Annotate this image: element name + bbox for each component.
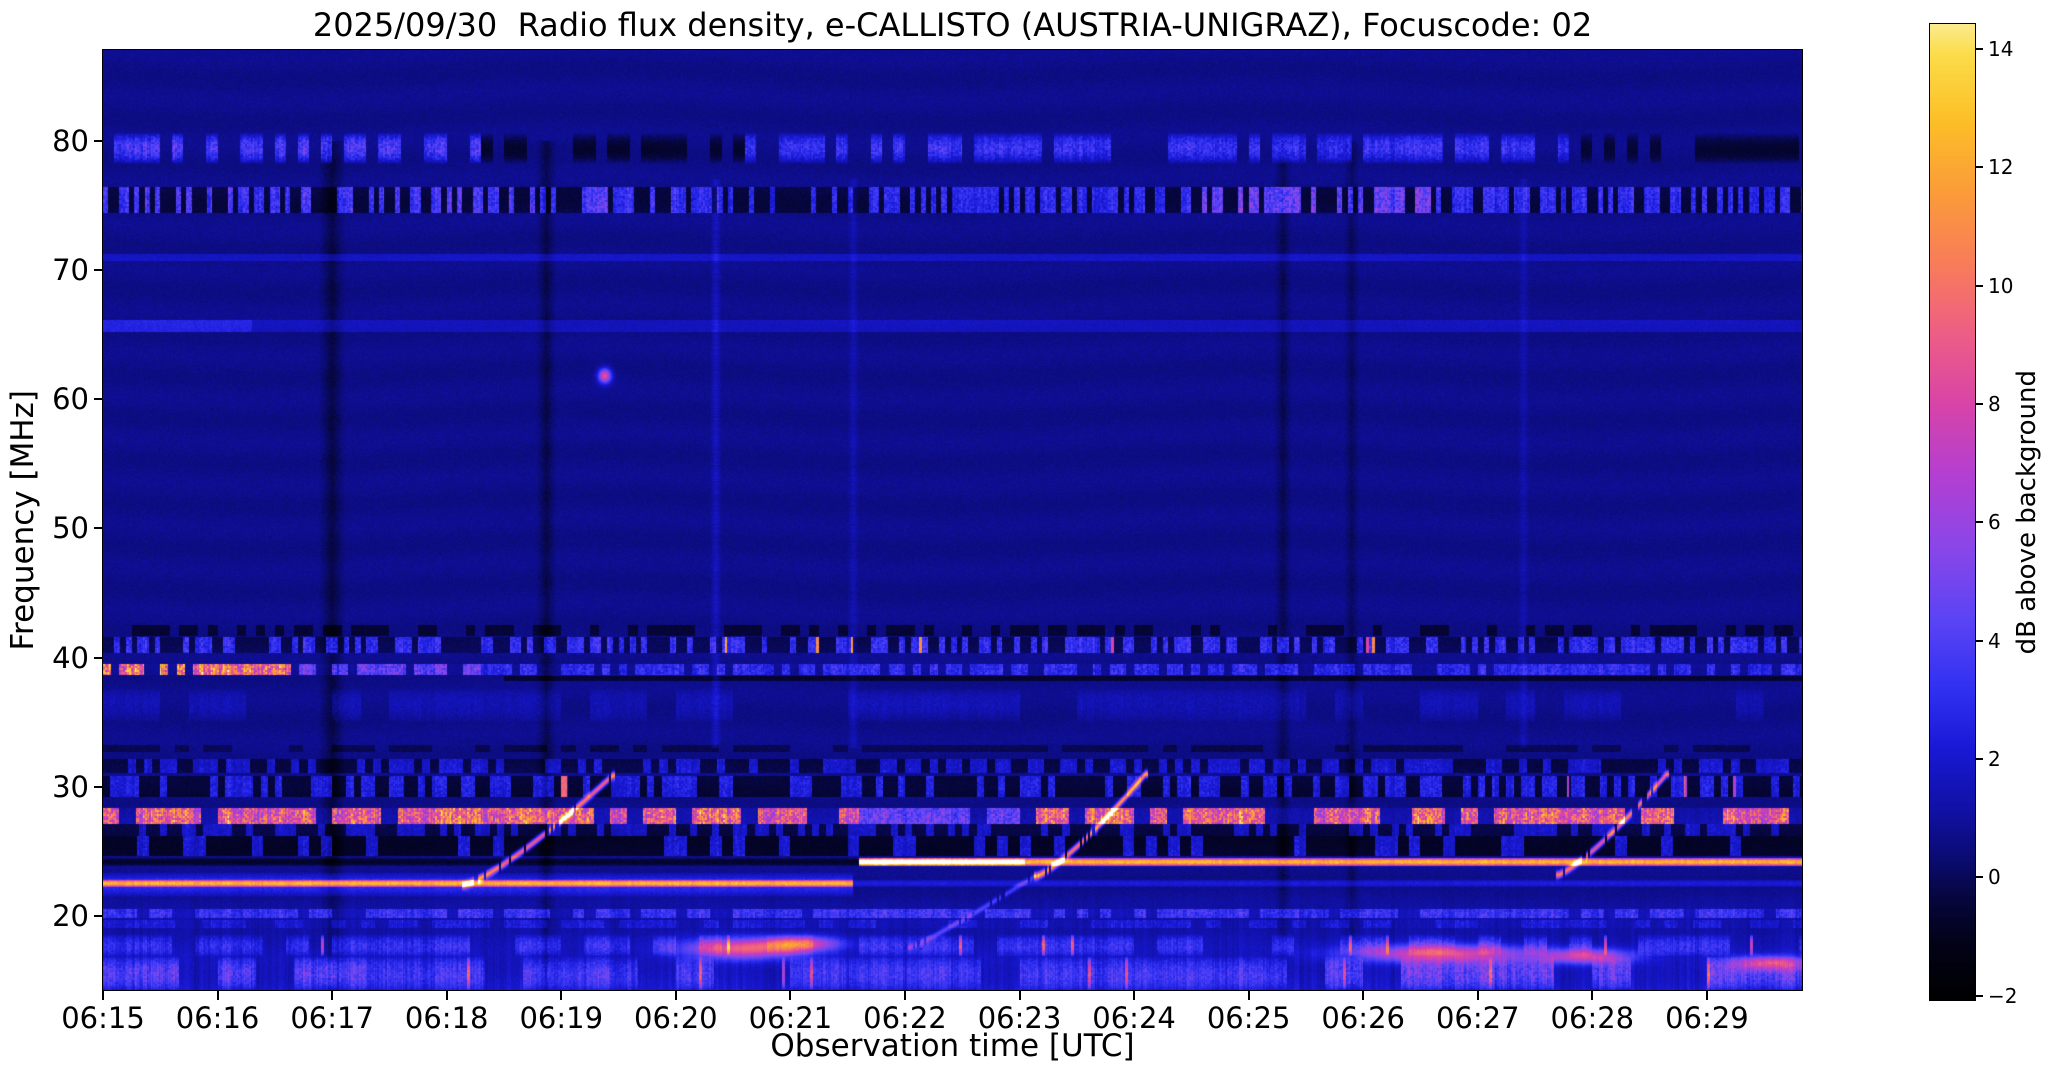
x-tick-mark — [445, 991, 448, 1000]
x-tick-mark — [1247, 991, 1250, 1000]
colorbar-tick-mark — [1976, 994, 1983, 997]
x-tick-mark — [674, 991, 677, 1000]
y-tick-mark — [94, 656, 103, 659]
y-tick-label: 40 — [52, 640, 89, 675]
colorbar-tick-label: 8 — [1988, 391, 2001, 416]
y-tick-mark — [94, 915, 103, 918]
y-tick-mark — [94, 527, 103, 530]
x-tick-label: 06:29 — [1665, 1001, 1749, 1035]
x-tick-mark — [1705, 991, 1708, 1000]
colorbar-tick-label: 6 — [1988, 510, 2001, 535]
x-tick-label: 06:24 — [1092, 1001, 1176, 1035]
x-tick-label: 06:20 — [634, 1001, 718, 1035]
colorbar-tick-label: 2 — [1988, 747, 2001, 772]
y-tick-mark — [94, 786, 103, 788]
x-tick-mark — [216, 991, 219, 1000]
colorbar-label-text: dB above background — [2012, 369, 2042, 655]
colorbar-tick-label: 10 — [1988, 273, 2014, 298]
x-tick-label: 06:25 — [1206, 1001, 1291, 1035]
colorbar-tick-label: −2 — [1988, 983, 2018, 1008]
colorbar-tick-mark — [1976, 876, 1983, 879]
colorbar-tick-mark — [1976, 402, 1983, 405]
colorbar-tick-mark — [1976, 758, 1983, 761]
colorbar-tick-mark — [1976, 639, 1983, 642]
x-tick-mark — [331, 991, 334, 1000]
x-tick-label: 06:18 — [404, 1001, 489, 1035]
colorbar-tick-mark — [1976, 284, 1983, 287]
x-tick-label: 06:27 — [1435, 1001, 1520, 1035]
y-tick-label: 20 — [52, 899, 89, 934]
y-tick-mark — [94, 398, 103, 401]
y-tick-label: 60 — [52, 382, 89, 417]
x-tick-label: 06:19 — [519, 1001, 604, 1035]
x-tick-mark — [1133, 991, 1136, 1000]
x-tick-mark — [903, 991, 906, 1000]
y-tick-mark — [94, 139, 103, 142]
y-tick-mark — [94, 268, 103, 271]
x-tick-label: 06:16 — [175, 1001, 260, 1035]
x-tick-label: 06:22 — [863, 1001, 947, 1035]
colorbar-tick-label: 14 — [1988, 36, 2014, 61]
spectrogram-heatmap — [102, 49, 1803, 991]
x-tick-mark — [1591, 991, 1594, 1000]
x-tick-label: 06:15 — [61, 1001, 145, 1035]
colorbar-tick-label: 4 — [1988, 628, 2001, 653]
x-tick-mark — [1362, 991, 1365, 1000]
x-axis-label: Observation time [UTC] — [770, 1028, 1135, 1064]
x-tick-label: 06:17 — [290, 1001, 374, 1035]
x-tick-mark — [1476, 991, 1479, 1000]
y-tick-label: 50 — [52, 511, 89, 546]
colorbar-tick-mark — [1976, 521, 1983, 524]
colorbar-tick-label: 0 — [1988, 865, 2001, 890]
colorbar-tick-label: 12 — [1988, 155, 2014, 180]
colorbar-tick-mark — [1976, 166, 1983, 169]
y-tick-label: 30 — [52, 770, 89, 804]
chart-title: 2025/09/30 Radio flux density, e-CALLIST… — [312, 6, 1593, 44]
y-tick-label: 70 — [52, 252, 89, 287]
colorbar-tick-mark — [1976, 47, 1983, 50]
x-tick-mark — [560, 991, 563, 1000]
y-tick-label: 80 — [52, 123, 89, 158]
x-tick-mark — [102, 991, 104, 1000]
x-tick-label: 06:26 — [1321, 1001, 1405, 1035]
x-tick-label: 06:28 — [1550, 1001, 1635, 1035]
colorbar-label: dB above background — [2010, 24, 2044, 1000]
x-tick-label: 06:23 — [977, 1001, 1062, 1035]
x-tick-mark — [1018, 991, 1021, 1000]
colorbar-gradient — [1929, 23, 1976, 1001]
x-tick-label: 06:21 — [748, 1001, 833, 1035]
x-tick-mark — [789, 991, 792, 1000]
